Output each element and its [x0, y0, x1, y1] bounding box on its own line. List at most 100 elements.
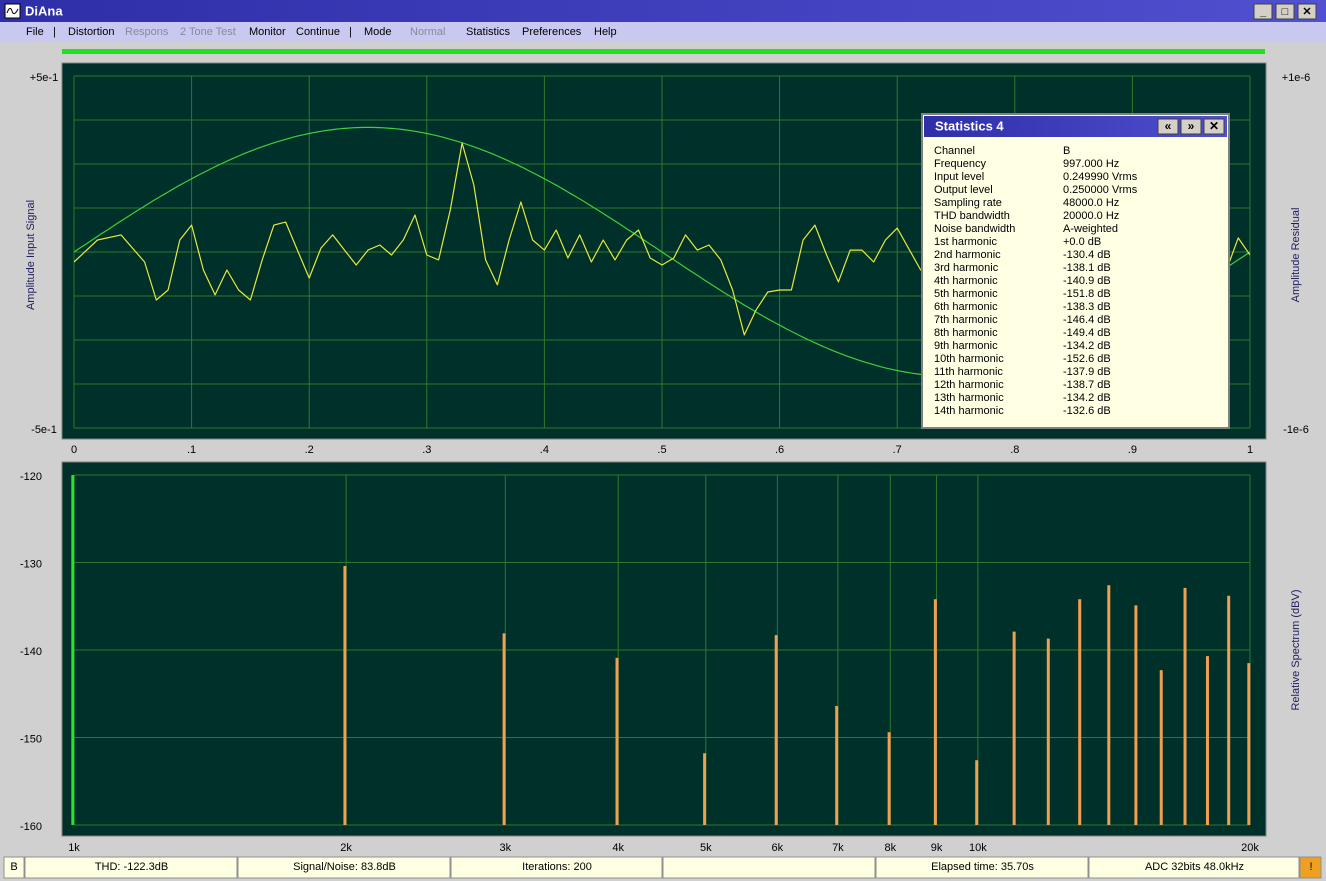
statistics-button-label[interactable]: «: [1165, 119, 1172, 133]
stat-label: Sampling rate: [934, 197, 1002, 209]
stat-value: -134.2 dB: [1063, 340, 1111, 352]
stat-label: 1st harmonic: [934, 236, 997, 248]
menu-item[interactable]: Distortion: [68, 26, 114, 38]
window-button-label[interactable]: ✕: [1302, 6, 1311, 18]
title-bar: [0, 0, 1326, 22]
status-cell: [450, 856, 663, 879]
y-tick-label: -130: [20, 558, 42, 570]
menu-bar: [0, 22, 1326, 42]
statistics-title: Statistics 4: [935, 118, 1004, 133]
x-tick-label: 9k: [931, 842, 943, 854]
menu-item[interactable]: Preferences: [522, 26, 582, 38]
stat-value: -138.3 dB: [1063, 301, 1111, 313]
x-tick-label: 3k: [499, 842, 511, 854]
menu-item[interactable]: 2 Tone Test: [180, 26, 236, 38]
harmonic-bar: [1078, 599, 1082, 825]
status-cell: [3, 856, 25, 879]
x-tick-label: 6k: [772, 842, 784, 854]
x-tick-label: .4: [540, 444, 549, 456]
harmonic-bar: [1227, 595, 1231, 825]
statistics-button[interactable]: [1180, 118, 1202, 135]
stat-value: +0.0 dB: [1063, 236, 1101, 248]
status-text: !: [1309, 861, 1312, 873]
harmonic-bar: [1107, 585, 1111, 825]
y-tick-label: -160: [20, 821, 42, 833]
menu-item[interactable]: Respons: [125, 26, 169, 38]
menu-item[interactable]: Normal: [410, 26, 445, 38]
statistics-button-label[interactable]: ✕: [1209, 119, 1219, 133]
stat-value: -146.4 dB: [1063, 314, 1111, 326]
window-button[interactable]: [1297, 3, 1317, 20]
x-tick-label: 4k: [612, 842, 624, 854]
spectrum-panel: [61, 461, 1267, 837]
menu-item[interactable]: Statistics: [466, 26, 511, 38]
harmonic-bar: [1247, 663, 1251, 825]
spectrum-plot: [71, 475, 1251, 825]
window-button[interactable]: [1253, 3, 1273, 20]
statistics-button-label[interactable]: »: [1188, 119, 1195, 133]
status-text: Signal/Noise: 83.8dB: [293, 861, 396, 873]
status-cell: [237, 856, 451, 879]
y-tick-label: -150: [20, 733, 42, 745]
stat-label: Input level: [934, 171, 984, 183]
y-axis-title: Amplitude Input Signal: [25, 200, 37, 310]
stat-label: 4th harmonic: [934, 275, 998, 287]
x-tick-label: .7: [893, 444, 902, 456]
stat-value: -152.6 dB: [1063, 353, 1111, 365]
harmonic-bar: [774, 635, 778, 825]
stat-label: THD bandwidth: [934, 210, 1010, 222]
menu-item[interactable]: Mode: [364, 26, 392, 38]
y-tick-label: -120: [20, 471, 42, 483]
menu-item[interactable]: Continue: [296, 26, 340, 38]
stat-value: -130.4 dB: [1063, 249, 1111, 261]
stat-value: 20000.0 Hz: [1063, 210, 1119, 222]
stat-value: 0.250000 Vrms: [1063, 184, 1138, 196]
harmonic-bar: [1183, 587, 1187, 825]
x-tick-label: .6: [775, 444, 784, 456]
statistics-button[interactable]: [1203, 118, 1225, 135]
x-tick-label: 1: [1247, 444, 1253, 456]
x-tick-label: .1: [187, 444, 196, 456]
stat-label: 10th harmonic: [934, 353, 1004, 365]
menu-item[interactable]: Monitor: [249, 26, 286, 38]
menu-item[interactable]: Help: [594, 26, 617, 38]
harmonic-bar: [933, 599, 937, 825]
statistics-title-bar: [924, 116, 1227, 137]
x-tick-label: 10k: [969, 842, 987, 854]
y-tick-label: +5e-1: [30, 72, 58, 84]
window-button-label[interactable]: □: [1282, 6, 1289, 18]
menu-item[interactable]: |: [53, 26, 56, 38]
harmonic-bar: [703, 753, 707, 825]
stat-value: -137.9 dB: [1063, 366, 1111, 378]
y-axis-title: Relative Spectrum (dBV): [1290, 589, 1302, 710]
stat-value: 997.000 Hz: [1063, 158, 1119, 170]
x-tick-label: 1k: [68, 842, 80, 854]
status-text: ADC 32bits 48.0kHz: [1145, 861, 1244, 873]
statistics-button[interactable]: [1157, 118, 1179, 135]
stat-label: 3rd harmonic: [934, 262, 999, 274]
x-tick-label: .2: [305, 444, 314, 456]
window-button-label[interactable]: _: [1259, 6, 1267, 18]
stat-label: 7th harmonic: [934, 314, 998, 326]
x-tick-label: 2k: [340, 842, 352, 854]
x-tick-label: .8: [1010, 444, 1019, 456]
stat-value: -149.4 dB: [1063, 327, 1111, 339]
stat-label: Noise bandwidth: [934, 223, 1015, 235]
app-icon-wave: [6, 7, 19, 15]
stat-label: 12th harmonic: [934, 379, 1004, 391]
status-text: Iterations: 200: [522, 861, 592, 873]
stat-value: -140.9 dB: [1063, 275, 1111, 287]
harmonic-bar: [1159, 670, 1163, 825]
stat-value: A-weighted: [1063, 223, 1118, 235]
stat-label: 11th harmonic: [934, 366, 1003, 378]
y-tick-label: -5e-1: [31, 424, 57, 436]
stat-label: 9th harmonic: [934, 340, 998, 352]
menu-item[interactable]: |: [349, 26, 352, 38]
stat-label: 2nd harmonic: [934, 249, 1001, 261]
status-text: Elapsed time: 35.70s: [931, 861, 1034, 873]
menu-item[interactable]: File: [26, 26, 44, 38]
stat-label: Output level: [934, 184, 993, 196]
window-button[interactable]: [1275, 3, 1295, 20]
stat-value: B: [1063, 145, 1070, 157]
